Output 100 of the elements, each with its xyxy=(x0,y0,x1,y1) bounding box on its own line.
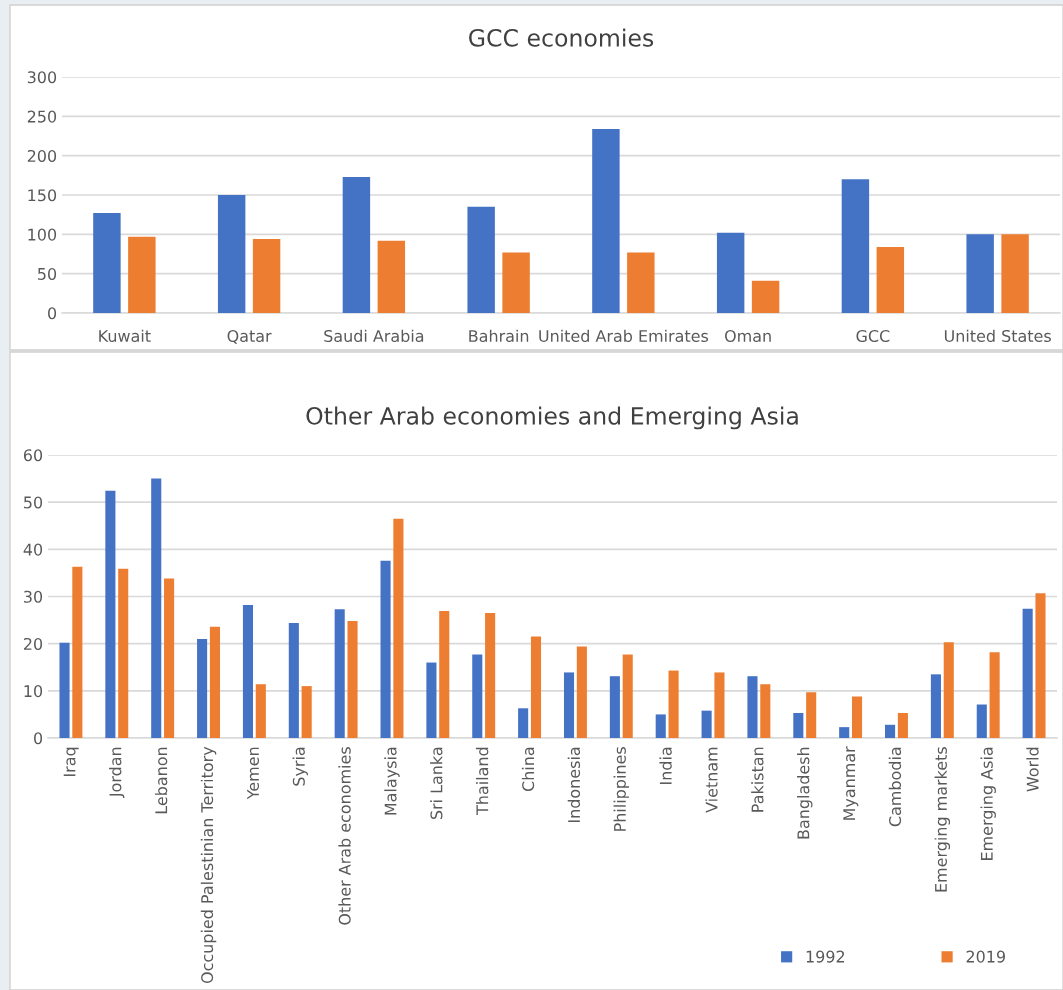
y-tick-label: 50 xyxy=(24,496,43,509)
bar xyxy=(806,692,817,738)
bar xyxy=(472,654,483,738)
x-tick-label: United States xyxy=(944,329,1051,343)
x-tick-label: Bahrain xyxy=(469,329,529,343)
bar xyxy=(426,662,437,738)
bar xyxy=(576,646,587,738)
bar xyxy=(622,654,633,738)
bar xyxy=(1001,234,1029,313)
bar xyxy=(118,568,129,738)
bar xyxy=(655,714,666,738)
bar xyxy=(255,684,266,738)
bar xyxy=(627,252,655,313)
bar xyxy=(467,206,495,313)
bar xyxy=(563,672,575,738)
bar xyxy=(217,195,246,313)
bar xyxy=(380,560,391,738)
bar xyxy=(592,128,620,313)
x-tick-label: Emerging Asia xyxy=(980,747,996,860)
x-tick-label: Other Arab economies xyxy=(338,747,351,925)
bar xyxy=(439,611,450,738)
bar xyxy=(252,239,281,313)
y-tick-label: 40 xyxy=(23,543,43,556)
x-tick-label: United Arab Emirates xyxy=(539,329,709,343)
x-tick-label: Iraq xyxy=(63,747,79,776)
bar xyxy=(334,609,345,738)
x-tick-label: GCC xyxy=(856,329,890,343)
bar xyxy=(301,686,312,738)
y-tick-label: 10 xyxy=(24,685,43,698)
x-tick-label: Indonesia xyxy=(567,747,581,823)
x-tick-label: Syria xyxy=(292,747,308,786)
x-tick-label: Pakistan xyxy=(751,747,764,812)
x-tick-label: India xyxy=(659,747,672,784)
bar xyxy=(485,613,496,738)
x-tick-label: Bangladesh xyxy=(797,747,813,839)
x-tick-label: Lebanon xyxy=(154,747,168,814)
y-tick-label: 150 xyxy=(28,189,57,202)
x-tick-label: Saudi Arabia xyxy=(324,329,424,343)
bar xyxy=(347,621,358,738)
x-tick-label: China xyxy=(521,747,535,792)
legend-label: 1992 xyxy=(806,950,845,963)
y-tick-label: 0 xyxy=(48,307,57,320)
bar xyxy=(342,176,371,313)
x-tick-label: Oman xyxy=(725,329,771,343)
bar xyxy=(668,670,679,738)
y-tick-label: 60 xyxy=(23,449,43,462)
bar xyxy=(793,713,804,738)
bar xyxy=(609,676,620,738)
y-tick-label: 30 xyxy=(24,590,43,603)
y-tick-label: 20 xyxy=(23,637,43,650)
bar xyxy=(943,642,954,738)
bar xyxy=(966,234,994,313)
x-tick-label: Cambodia xyxy=(888,747,902,827)
bar xyxy=(841,179,870,313)
x-tick-label: Myanmar xyxy=(843,746,859,820)
bar xyxy=(851,696,863,738)
bar xyxy=(164,578,175,738)
x-tick-label: Qatar xyxy=(227,329,272,344)
x-tick-label: Sri Lanka xyxy=(430,747,443,820)
legend-label: 2019 xyxy=(966,950,1005,963)
y-tick-label: 300 xyxy=(27,71,57,84)
y-tick-label: 0 xyxy=(34,732,43,745)
bar xyxy=(1035,593,1046,738)
bar xyxy=(288,622,299,738)
bar xyxy=(242,604,254,738)
bar xyxy=(93,213,121,313)
chart-title: Other Arab economies and Emerging Asia xyxy=(306,406,798,430)
bar xyxy=(530,636,542,738)
bar xyxy=(1022,608,1033,738)
bar xyxy=(930,674,941,738)
bar xyxy=(751,280,780,313)
bar xyxy=(209,626,220,738)
bar xyxy=(876,246,905,313)
bar xyxy=(760,684,771,738)
bar xyxy=(151,478,162,738)
bar xyxy=(885,724,896,738)
bar xyxy=(716,232,745,313)
y-tick-label: 50 xyxy=(38,267,57,280)
bar xyxy=(701,710,712,738)
bar xyxy=(747,676,758,738)
bar xyxy=(502,252,530,313)
x-tick-label: Occupied Palestinian Territory xyxy=(200,746,217,984)
bar xyxy=(839,727,850,738)
x-tick-label: Vietnam xyxy=(705,747,718,813)
x-tick-label: Kuwait xyxy=(99,329,151,343)
bar xyxy=(518,708,529,738)
chart-title: GCC economies xyxy=(469,28,654,47)
x-tick-label: Jordan xyxy=(109,747,125,798)
bar xyxy=(197,638,208,738)
bar xyxy=(989,652,1000,738)
bar xyxy=(59,642,70,738)
x-tick-label: Emerging markets xyxy=(934,747,951,892)
x-tick-label: Malaysia xyxy=(384,747,400,815)
bar xyxy=(714,672,725,738)
x-tick-label: World xyxy=(1026,747,1039,792)
x-tick-label: Thailand xyxy=(475,747,489,815)
bar xyxy=(377,240,406,313)
y-tick-label: 250 xyxy=(27,110,57,123)
bar xyxy=(976,704,987,738)
bar xyxy=(105,490,116,738)
